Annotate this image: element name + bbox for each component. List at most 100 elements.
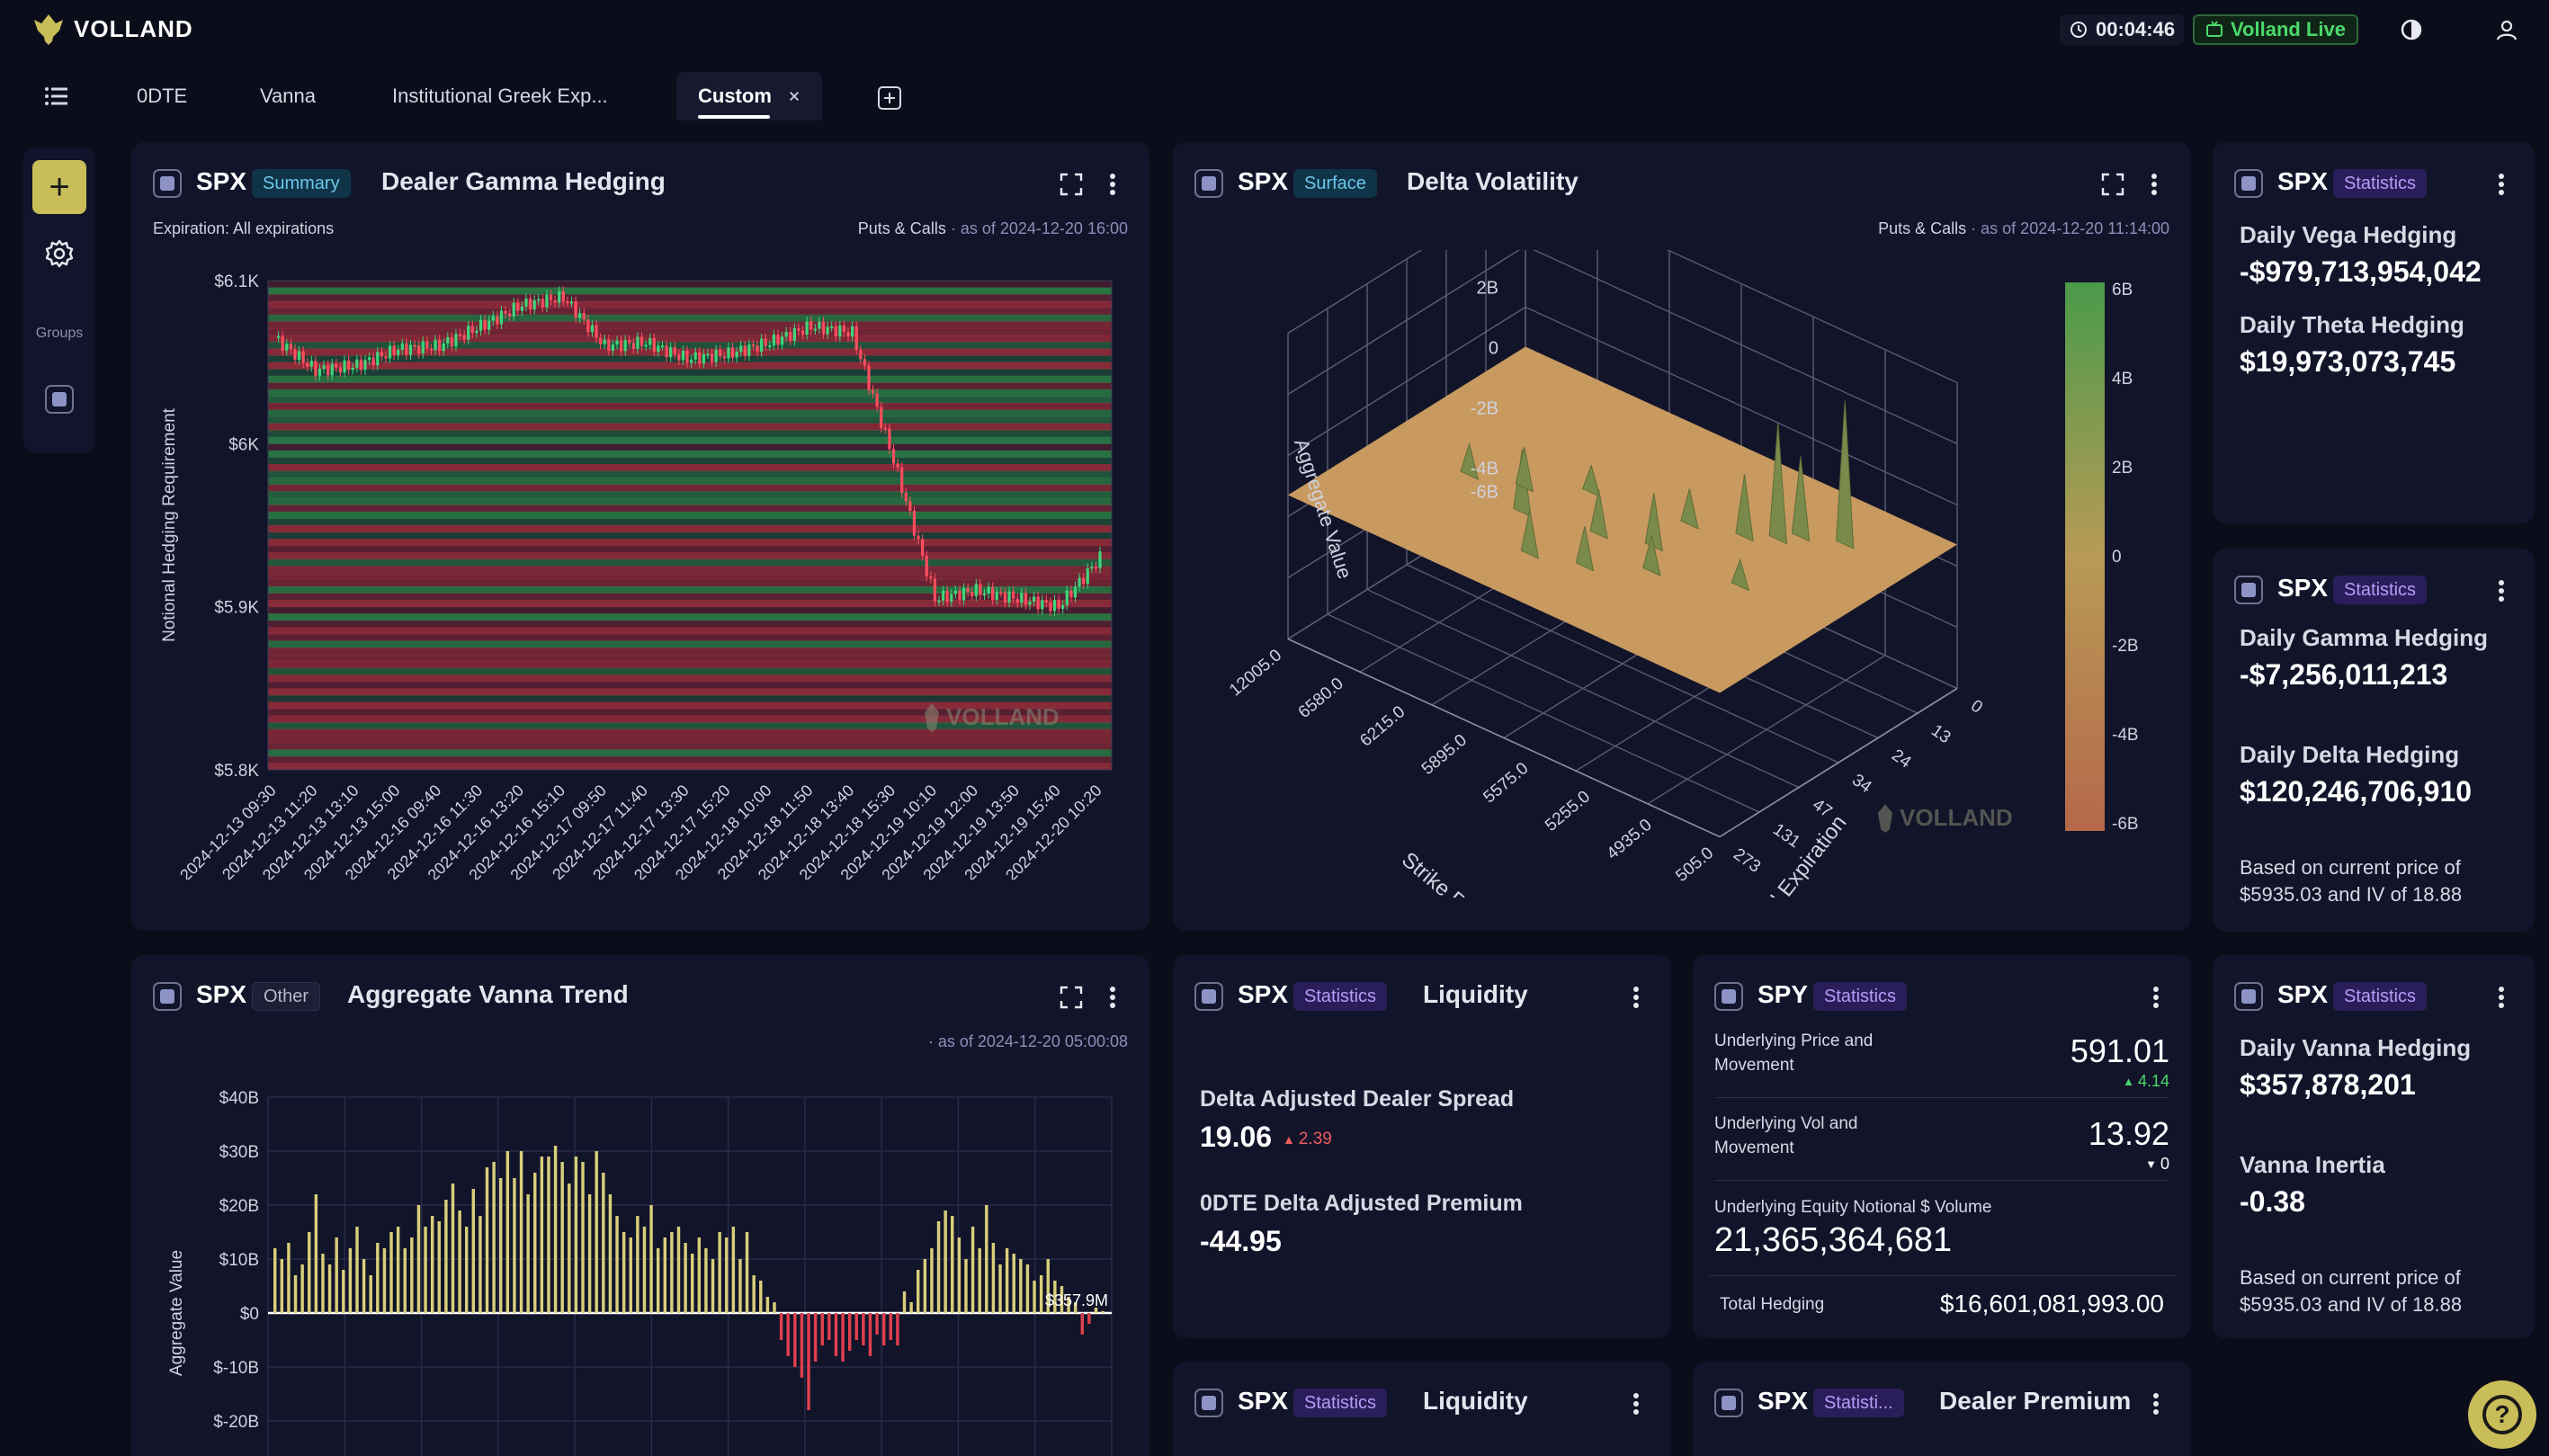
panel-title: Liquidity — [1423, 980, 1528, 1008]
watermark-logo-icon — [1878, 804, 1892, 833]
fullscreen-icon[interactable] — [2099, 171, 2126, 198]
candle-body — [690, 359, 693, 363]
panel-select-checkbox[interactable] — [1714, 982, 1743, 1011]
candle-body — [421, 341, 425, 354]
close-icon[interactable] — [788, 89, 800, 103]
candle-body — [685, 350, 689, 363]
vanna-bar — [382, 1248, 387, 1313]
y-tick-label: $-20B — [213, 1413, 259, 1432]
tab-institutional-greek-exposure[interactable]: Institutional Greek Exp... — [392, 85, 608, 107]
heat-stripe — [268, 464, 1112, 472]
more-options-icon[interactable] — [1623, 984, 1650, 1011]
candle-body — [937, 600, 941, 603]
group-checkbox[interactable] — [45, 385, 74, 414]
candle-body — [359, 359, 363, 371]
panel-select-checkbox[interactable] — [153, 169, 182, 198]
candle-body — [979, 584, 982, 595]
candle-body — [722, 356, 726, 359]
more-options-icon[interactable] — [1623, 1390, 1650, 1417]
candle-body — [1003, 592, 1007, 603]
gamma-hedging-chart[interactable]: $6.1K $6K $5.9K $5.8K Notional Hedging Requi… — [131, 250, 1149, 880]
theme-toggle-icon[interactable] — [2396, 14, 2427, 45]
panel-select-checkbox[interactable] — [153, 982, 182, 1011]
user-account-icon[interactable] — [2491, 14, 2522, 45]
panel-select-checkbox[interactable] — [1194, 169, 1223, 198]
live-label: Volland Live — [2231, 18, 2346, 40]
vanna-bar — [403, 1248, 407, 1313]
candle-body — [1090, 567, 1094, 569]
vanna-bar — [568, 1184, 571, 1313]
candle-body — [1015, 598, 1019, 603]
more-options-icon[interactable] — [2142, 1390, 2169, 1417]
tab-0dte[interactable]: 0DTE — [137, 85, 188, 107]
candle-body — [953, 590, 957, 594]
panel-select-checkbox[interactable] — [2234, 169, 2263, 198]
panel-symbol: SPX — [2277, 980, 2329, 1008]
candle-body — [987, 586, 990, 594]
heat-stripe — [268, 715, 1112, 723]
add-widget-button[interactable]: + — [32, 160, 86, 214]
more-options-icon[interactable] — [1099, 171, 1126, 198]
more-options-icon[interactable] — [2488, 171, 2515, 198]
candle-body — [702, 353, 705, 364]
panel-select-checkbox[interactable] — [1194, 982, 1223, 1011]
candle-body — [458, 334, 462, 336]
menu-list-icon[interactable] — [41, 81, 72, 112]
gear-icon[interactable] — [43, 237, 76, 270]
more-options-icon[interactable] — [2142, 984, 2169, 1011]
panel-select-checkbox[interactable] — [1714, 1389, 1743, 1417]
expiry-tick-label: 13 — [1927, 721, 1954, 747]
aggregate-vanna-chart[interactable]: $40B $30B $20B $10B $0 $-10B $-20B Aggregate Va… — [131, 1063, 1149, 1456]
stat-change-dealer-spread: ▲ 2.39 — [1283, 1130, 1332, 1148]
vanna-bar — [930, 1248, 934, 1313]
more-options-icon[interactable] — [2488, 984, 2515, 1011]
live-status-badge[interactable]: Volland Live — [2193, 14, 2358, 45]
candle-body — [1082, 577, 1086, 585]
candle-body — [974, 584, 978, 596]
vanna-bar — [970, 1227, 975, 1313]
surface-spike — [1642, 535, 1661, 577]
more-options-icon[interactable] — [2141, 171, 2168, 198]
heat-stripe — [268, 722, 1112, 730]
candle-body — [673, 347, 676, 354]
y-tick-label: $6K — [228, 435, 259, 454]
vanna-bar — [936, 1221, 941, 1313]
heat-stripe — [268, 457, 1112, 465]
candle-body — [450, 337, 453, 347]
x-axis-label: Strike Price — [1397, 847, 1497, 898]
panel-select-checkbox[interactable] — [1194, 1389, 1223, 1417]
vanna-bar — [389, 1232, 393, 1313]
axis-line — [1719, 687, 1958, 838]
expiry-tick-label: 0 — [1967, 696, 1986, 717]
tab-vanna[interactable]: Vanna — [260, 85, 316, 107]
fullscreen-icon[interactable] — [1058, 171, 1085, 198]
candle-body — [842, 325, 846, 333]
vanna-bar — [670, 1232, 674, 1313]
vanna-bar — [889, 1313, 893, 1340]
heat-stripe — [268, 661, 1112, 669]
add-tab-icon[interactable] — [874, 83, 905, 113]
candle-body — [628, 339, 631, 344]
brand-logo[interactable]: VOLLAND — [31, 11, 193, 47]
more-options-icon[interactable] — [1099, 984, 1126, 1011]
panel-type-badge: Surface — [1293, 169, 1377, 198]
candle-body — [532, 299, 536, 310]
candle-body — [813, 328, 817, 331]
tab-custom[interactable]: Custom — [676, 72, 822, 121]
help-button[interactable]: ? — [2468, 1380, 2536, 1449]
candle-body — [611, 344, 615, 352]
more-options-icon[interactable] — [2488, 577, 2515, 604]
panel-select-checkbox[interactable] — [2234, 576, 2263, 604]
panel-select-checkbox[interactable] — [2234, 982, 2263, 1011]
candle-body — [698, 352, 702, 364]
candle-body — [966, 587, 970, 593]
fullscreen-icon[interactable] — [1058, 984, 1085, 1011]
candle-body — [470, 326, 474, 334]
vanna-bar — [704, 1248, 708, 1313]
candle-body — [756, 345, 759, 353]
stat-value-dealer-spread: 19.06 — [1200, 1121, 1273, 1153]
candle-body — [961, 587, 966, 601]
candle-body — [908, 501, 912, 511]
stat-label-vega: Daily Vega Hedging — [2240, 221, 2457, 248]
